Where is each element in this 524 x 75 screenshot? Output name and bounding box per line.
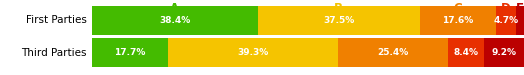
FancyBboxPatch shape <box>168 38 338 67</box>
Text: First Parties: First Parties <box>26 15 86 25</box>
Text: 17.6%: 17.6% <box>442 16 474 25</box>
Text: Third Parties: Third Parties <box>21 47 86 58</box>
Text: C: C <box>453 2 462 15</box>
FancyBboxPatch shape <box>516 6 524 34</box>
Text: 9.2%: 9.2% <box>492 48 517 57</box>
FancyBboxPatch shape <box>496 6 516 34</box>
Text: 17.7%: 17.7% <box>114 48 146 57</box>
FancyBboxPatch shape <box>448 38 484 67</box>
FancyBboxPatch shape <box>484 38 524 67</box>
Text: 39.3%: 39.3% <box>237 48 269 57</box>
Text: D: D <box>501 2 511 15</box>
Text: 8.4%: 8.4% <box>454 48 478 57</box>
FancyBboxPatch shape <box>92 6 258 34</box>
Text: B: B <box>334 2 343 15</box>
FancyBboxPatch shape <box>420 6 496 34</box>
FancyBboxPatch shape <box>258 6 420 34</box>
Text: F: F <box>516 2 524 15</box>
FancyBboxPatch shape <box>92 38 168 67</box>
Text: 38.4%: 38.4% <box>159 16 190 25</box>
Text: 25.4%: 25.4% <box>377 48 409 57</box>
Text: A: A <box>170 2 179 15</box>
FancyBboxPatch shape <box>338 38 448 67</box>
Text: 37.5%: 37.5% <box>323 16 354 25</box>
Text: 4.7%: 4.7% <box>494 16 519 25</box>
